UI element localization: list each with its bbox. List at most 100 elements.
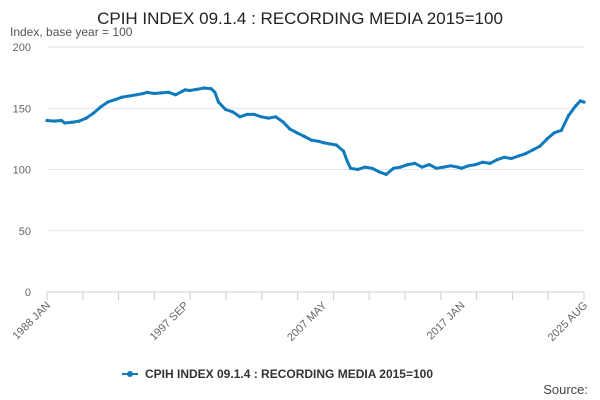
data-point (113, 98, 117, 102)
data-point (391, 166, 396, 170)
data-point (77, 119, 81, 123)
source-label: Source: (543, 382, 588, 397)
y-tick-label: 50 (19, 226, 31, 238)
data-point (363, 165, 367, 169)
data-point (406, 163, 410, 167)
data-point (538, 144, 542, 148)
x-tick-label: 2007 MAY (285, 299, 330, 344)
data-point (552, 131, 556, 135)
data-point (134, 93, 138, 97)
x-tick-marks (46, 292, 585, 300)
legend[interactable]: CPIH INDEX 09.1.4 : RECORDING MEDIA 2015… (122, 367, 433, 381)
y-tick-label: 200 (13, 42, 31, 54)
data-point (427, 163, 431, 167)
data-point (91, 111, 95, 115)
data-point (152, 91, 156, 96)
data-point (545, 137, 549, 141)
data-point (141, 91, 145, 96)
data-point (316, 139, 321, 143)
data-point (516, 154, 521, 158)
data-point (216, 100, 221, 104)
data-point (370, 166, 374, 170)
data-point (449, 164, 453, 168)
y-tick-label: 0 (25, 287, 31, 299)
data-point (509, 156, 513, 161)
data-point (84, 116, 88, 120)
data-point (582, 100, 586, 104)
data-point (45, 118, 49, 123)
data-point (377, 170, 381, 174)
data-point (341, 149, 346, 153)
data-point (99, 105, 103, 109)
data-point (502, 155, 506, 159)
series-line (45, 86, 586, 176)
data-point (466, 164, 471, 168)
data-point (63, 121, 67, 125)
data-point (183, 88, 187, 92)
data-point (474, 163, 478, 167)
data-point (434, 166, 438, 170)
data-point (356, 167, 360, 172)
data-point (202, 86, 206, 90)
x-tick-label: 2017 JAN (425, 300, 468, 343)
data-point (174, 93, 178, 97)
data-point (302, 134, 306, 138)
data-point (238, 115, 242, 119)
series-layer (45, 86, 586, 176)
data-point (295, 131, 299, 135)
y-tick-label: 150 (13, 103, 31, 115)
data-point (159, 91, 163, 95)
data-point (106, 100, 110, 104)
x-tick-label: 1988 JAN (10, 300, 53, 343)
data-point (274, 115, 278, 119)
x-tick-label: 1997 SEP (148, 300, 192, 344)
data-point (59, 118, 63, 123)
data-point (456, 165, 460, 169)
y-tick-labels: 0 50 100 150 200 (13, 42, 31, 299)
data-point (441, 165, 446, 169)
data-point (188, 88, 192, 93)
data-point (245, 112, 249, 116)
data-point (578, 99, 583, 103)
x-tick-labels: 1988 JAN 1997 SEP 2007 MAY 2017 JAN 2025 AUG (10, 299, 590, 344)
data-point (181, 89, 185, 93)
chart-title: CPIH INDEX 09.1.4 : RECORDING MEDIA 2015… (97, 9, 503, 28)
data-point (399, 165, 403, 169)
y-tick-label: 100 (13, 165, 31, 177)
data-point (309, 138, 313, 142)
data-point (413, 161, 417, 165)
data-point (120, 95, 124, 99)
data-point (266, 116, 271, 120)
data-point (481, 160, 485, 164)
grid-lines (47, 46, 584, 232)
data-point (574, 104, 578, 108)
legend-label: CPIH INDEX 09.1.4 : RECORDING MEDIA 2015… (145, 367, 433, 381)
data-point (559, 128, 564, 132)
legend-marker (127, 371, 133, 377)
data-point (195, 87, 199, 91)
data-point (495, 158, 499, 162)
data-point (345, 159, 349, 163)
data-point (334, 143, 338, 147)
data-point (166, 90, 171, 94)
data-point (52, 119, 56, 123)
data-point (70, 120, 74, 124)
data-point (566, 114, 571, 118)
data-point (127, 94, 131, 98)
data-point (459, 166, 463, 170)
y-axis-subtitle: Index, base year = 100 (10, 25, 133, 39)
data-point (327, 142, 331, 146)
data-point (259, 115, 263, 119)
data-point (531, 148, 535, 152)
data-point (281, 120, 285, 124)
data-point (321, 141, 325, 145)
data-point (224, 107, 228, 112)
data-point (488, 161, 492, 165)
data-point (145, 90, 149, 94)
data-point (213, 90, 217, 94)
data-point (252, 112, 256, 116)
data-point (420, 165, 424, 169)
data-point (384, 172, 388, 176)
data-point (209, 87, 213, 91)
